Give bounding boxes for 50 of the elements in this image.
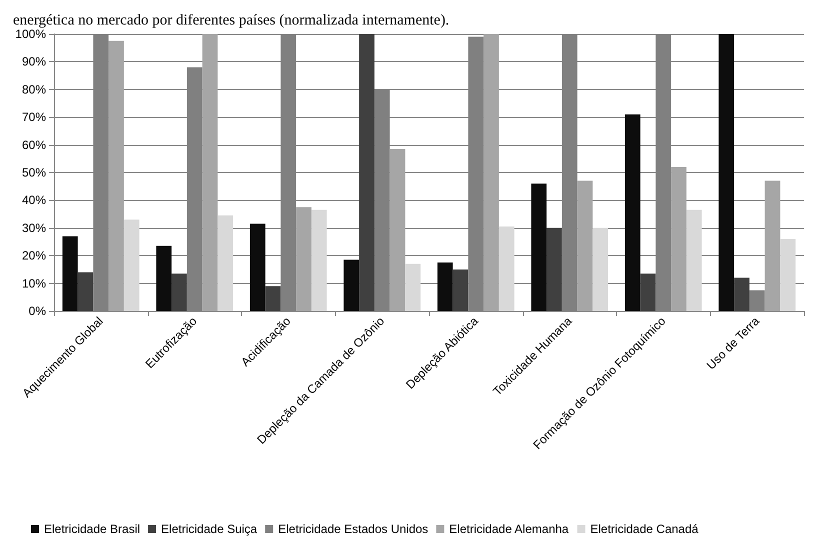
chart-title: energética no mercado por diferentes países (normalizada internamente). xyxy=(13,12,450,28)
legend-label: Eletricidade Estados Unidos xyxy=(278,522,428,536)
bar xyxy=(172,274,187,311)
y-tick-label: 80% xyxy=(22,82,46,96)
bar xyxy=(344,260,360,311)
bar xyxy=(764,180,780,311)
bar xyxy=(296,207,312,311)
y-tick-label: 0% xyxy=(28,304,46,318)
bar xyxy=(498,226,514,311)
legend-label: Eletricidade Suiça xyxy=(161,522,258,536)
bar xyxy=(780,238,796,311)
y-tick-label: 20% xyxy=(22,248,46,263)
y-tick-label: 30% xyxy=(22,220,46,235)
bar xyxy=(749,290,765,311)
bar xyxy=(577,180,593,311)
y-tick-label: 40% xyxy=(22,193,46,208)
y-tick-label: 10% xyxy=(22,276,46,290)
bar xyxy=(108,40,124,311)
y-tick-label: 60% xyxy=(22,138,46,152)
bar xyxy=(437,262,453,311)
bar xyxy=(734,278,750,311)
bar xyxy=(250,224,266,311)
y-tick-label: 70% xyxy=(22,110,46,124)
bar xyxy=(624,114,640,311)
bar xyxy=(640,274,656,311)
legend-label: Eletricidade Brasil xyxy=(44,522,140,536)
bar xyxy=(718,34,734,311)
legend-label: Eletricidade Canadá xyxy=(590,522,699,536)
legend-label: Eletricidade Alemanha xyxy=(449,522,569,536)
y-tick-label: 90% xyxy=(22,54,46,69)
bar xyxy=(124,220,140,311)
bar xyxy=(156,246,172,311)
bar xyxy=(265,286,281,311)
bar xyxy=(390,148,406,311)
bar xyxy=(202,34,218,311)
bar xyxy=(546,228,562,311)
bar xyxy=(592,228,608,311)
bar xyxy=(452,269,468,311)
bar xyxy=(78,272,94,311)
bar xyxy=(671,166,686,311)
bar xyxy=(311,210,327,311)
y-tick-label: 50% xyxy=(22,166,46,180)
y-tick-label: 100% xyxy=(15,27,46,41)
bar xyxy=(484,34,499,311)
bar xyxy=(531,184,547,311)
bar xyxy=(62,236,78,311)
bar xyxy=(686,210,702,311)
bar xyxy=(405,264,421,311)
bar xyxy=(218,215,234,311)
bar xyxy=(359,34,374,311)
